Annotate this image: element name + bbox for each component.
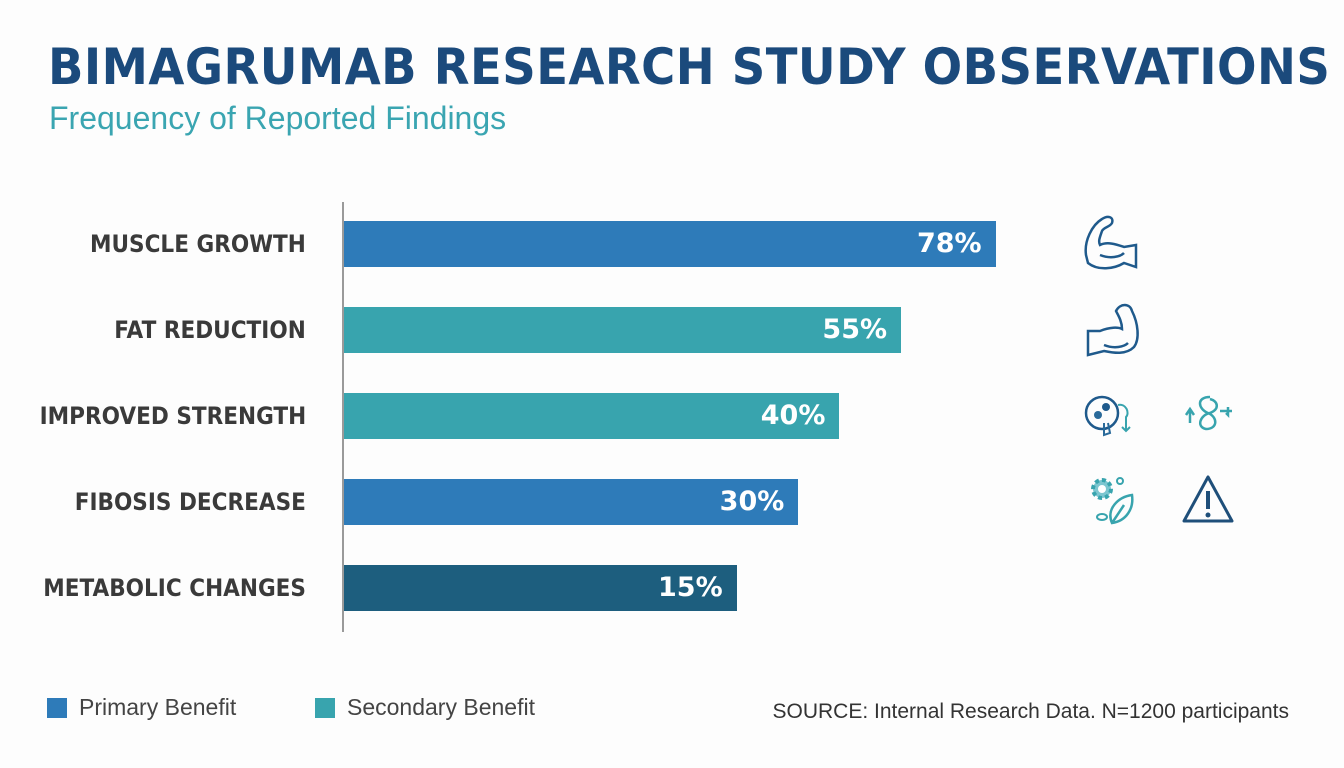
bar-fibosis-decrease	[344, 479, 799, 525]
data-label: 55%	[822, 314, 888, 345]
data-label: 30%	[719, 486, 785, 517]
category-label: IMPROVED STRENGTH	[39, 402, 306, 430]
data-label: 15%	[658, 572, 723, 603]
legend-primary: Primary Benefit	[47, 694, 236, 721]
chart-title: BIMAGRUMAB RESEARCH STUDY OBSERVATIONS	[48, 38, 1331, 96]
chart-subtitle: Frequency of Reported Findings	[49, 100, 507, 136]
warning-icon	[1176, 469, 1240, 533]
data-label: 40%	[760, 400, 826, 431]
bar-fat-reduction	[344, 307, 902, 353]
y-axis-line	[342, 202, 344, 632]
bar-muscle-growth	[344, 221, 996, 267]
category-label: METABOLIC CHANGES	[43, 574, 306, 602]
flexed-bicep-icon	[1080, 211, 1144, 275]
legend-swatch-secondary	[315, 697, 335, 718]
legend-secondary: Secondary Benefit	[315, 694, 535, 721]
category-label: MUSCLE GROWTH	[90, 230, 306, 258]
legend-label-primary: Primary Benefit	[79, 694, 237, 720]
legend-swatch-primary	[47, 697, 67, 718]
bar-improved-strength	[344, 393, 840, 439]
category-label: FAT REDUCTION	[114, 316, 306, 344]
bar-metabolic-changes	[344, 565, 737, 611]
fat-cycle-icon	[1176, 383, 1240, 447]
metabolism-icon	[1080, 383, 1144, 447]
data-label: 78%	[916, 228, 982, 259]
gear-leaf-icon	[1080, 469, 1144, 533]
legend-label-secondary: Secondary Benefit	[347, 694, 535, 720]
source-note: SOURCE: Internal Research Data. N=1200 p…	[772, 700, 1290, 723]
category-label: FIBOSIS DECREASE	[74, 488, 306, 516]
flexed-arm-icon	[1080, 297, 1144, 361]
